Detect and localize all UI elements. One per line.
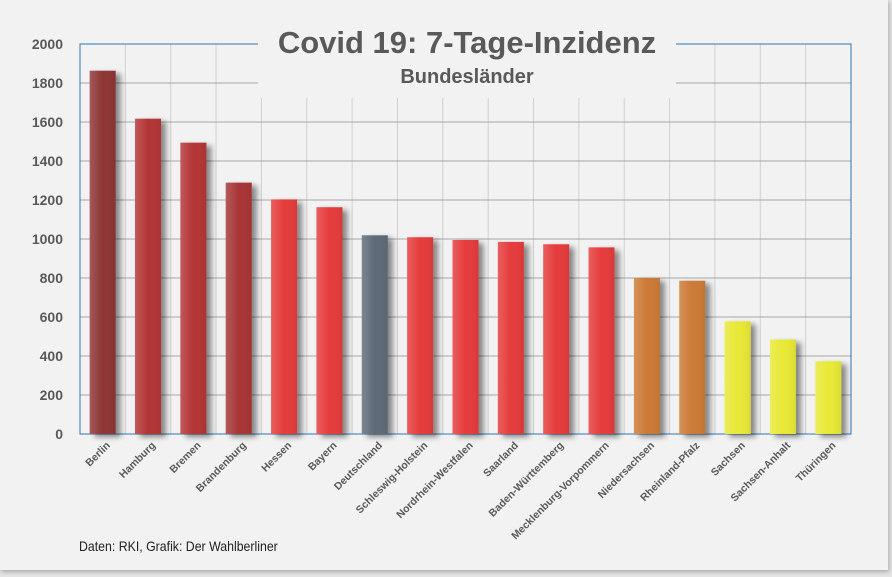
bar-highlight	[815, 361, 842, 434]
x-tick-label: Saarland	[481, 440, 521, 480]
bar-highlight	[497, 241, 524, 434]
y-tick-label: 200	[40, 387, 64, 403]
x-tick-label: Thüringen	[794, 440, 839, 485]
x-tick-label: Hamburg	[117, 440, 158, 481]
y-tick-label: 1800	[32, 75, 63, 91]
x-tick-label: Hessen	[259, 440, 294, 475]
y-tick-label: 600	[40, 309, 64, 325]
bar-highlight	[361, 235, 388, 434]
bar-highlight	[633, 278, 660, 434]
bar-highlight	[679, 280, 706, 434]
y-tick-label: 1600	[32, 114, 63, 130]
bar-highlight	[407, 237, 434, 434]
bar-highlight	[180, 142, 207, 435]
y-tick-label: 1400	[32, 153, 63, 169]
y-tick-label: 1200	[32, 192, 63, 208]
bar-highlight	[769, 339, 796, 434]
y-tick-label: 1000	[32, 231, 63, 247]
y-tick-label: 400	[40, 348, 64, 364]
bar-highlight	[588, 247, 615, 434]
x-tick-label: Bremen	[167, 440, 203, 476]
x-tick-label: Nordrhein-Westfalen	[394, 440, 475, 521]
bar-highlight	[316, 207, 343, 434]
x-tick-label: Berlin	[83, 440, 113, 470]
y-tick-label: 2000	[32, 36, 63, 52]
bar-highlight	[271, 199, 298, 434]
bar-highlight	[543, 244, 570, 434]
chart-subtitle: Bundesländer	[258, 62, 676, 98]
bar-highlight	[89, 70, 116, 434]
bar-highlight	[135, 118, 162, 434]
bar-highlight	[225, 182, 252, 434]
bar-highlight	[452, 239, 479, 434]
y-tick-label: 800	[40, 270, 64, 286]
x-tick-label: Bayern	[306, 440, 340, 474]
y-tick-label: 0	[55, 426, 63, 442]
chart-title: Covid 19: 7-Tage-Inzidenz	[258, 24, 676, 62]
x-tick-label: Baden-Württemberg	[486, 440, 566, 520]
x-tick-label: Sachsen	[709, 440, 748, 479]
bar-highlight	[724, 321, 751, 434]
source-note: Daten: RKI, Grafik: Der Wahlberliner	[79, 538, 278, 554]
